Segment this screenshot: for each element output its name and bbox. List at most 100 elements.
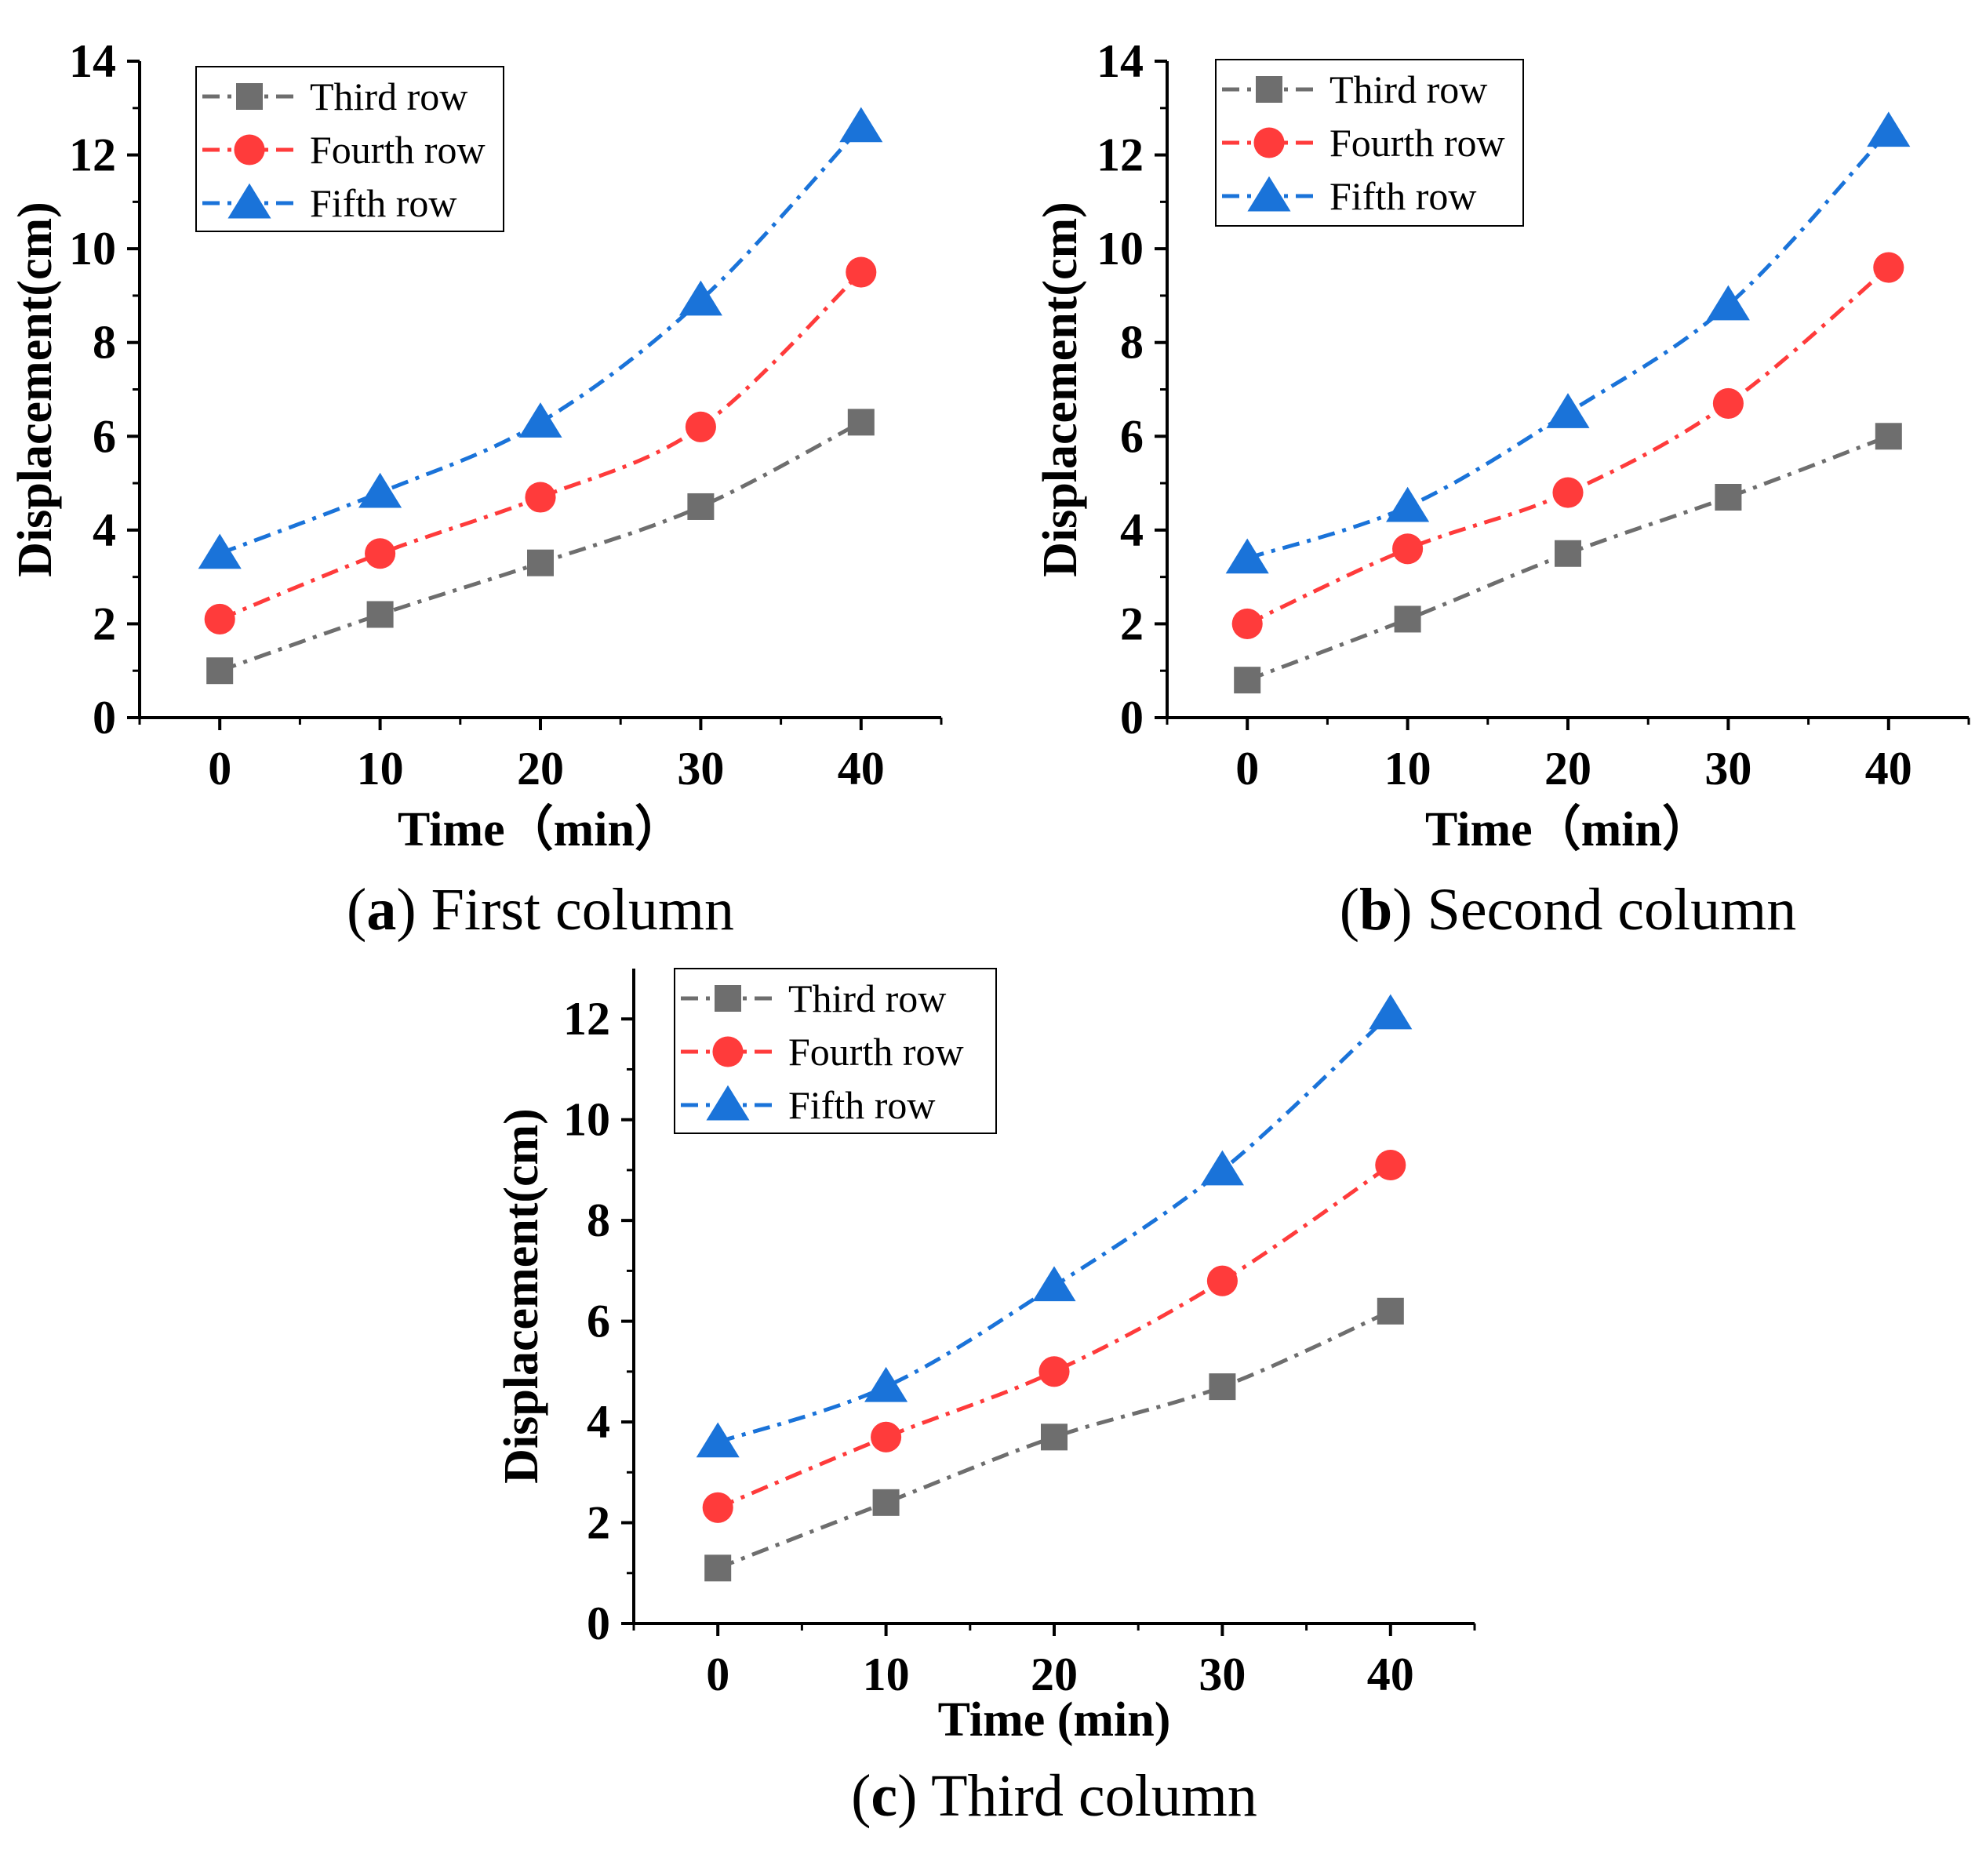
series-third-row — [1234, 423, 1902, 694]
legend-label: Fifth row — [310, 181, 457, 225]
x-tick-label: 30 — [1704, 743, 1751, 794]
data-point — [1394, 605, 1421, 633]
data-point — [1392, 533, 1424, 565]
data-point — [527, 549, 554, 576]
data-point — [1041, 1423, 1068, 1451]
legend-marker — [1256, 76, 1282, 103]
series-fourth-row — [1231, 252, 1904, 639]
x-tick-label: 0 — [1235, 743, 1259, 794]
data-point — [1225, 538, 1269, 574]
y-tick-label: 8 — [587, 1194, 610, 1246]
x-tick-label: 20 — [517, 743, 564, 794]
x-tick-label: 0 — [706, 1649, 729, 1700]
series-fourth-row — [204, 256, 877, 634]
legend-marker — [234, 134, 265, 165]
y-tick-label: 10 — [1097, 223, 1144, 274]
x-tick-label: 40 — [1367, 1649, 1414, 1700]
y-tick-label: 4 — [587, 1396, 610, 1448]
data-point — [206, 657, 234, 685]
data-point — [1234, 667, 1261, 694]
data-point — [1206, 1265, 1238, 1296]
series-line — [717, 1309, 1391, 1570]
y-tick-label: 0 — [587, 1598, 610, 1649]
legend-entry: Fifth row — [681, 1083, 936, 1127]
data-point — [525, 482, 556, 513]
legend-marker — [227, 183, 271, 219]
x-tick-label: 0 — [208, 743, 231, 794]
y-axis-title: Displacement(cm) — [1034, 202, 1087, 577]
legend-marker — [706, 1085, 750, 1121]
y-tick-label: 14 — [69, 35, 116, 87]
y-tick-label: 8 — [1120, 317, 1144, 369]
data-point — [204, 603, 235, 634]
legend: Third row Fourth row Fifth row — [1215, 59, 1524, 227]
legend-marker — [236, 83, 263, 110]
y-tick-label: 4 — [93, 504, 116, 556]
data-point — [871, 1421, 902, 1452]
series-fourth-row — [702, 1149, 1406, 1523]
data-point — [198, 533, 242, 569]
series-third-row — [704, 1297, 1404, 1582]
series-line — [1246, 266, 1890, 626]
y-tick-label: 0 — [93, 692, 116, 743]
data-point — [678, 280, 722, 316]
series-line — [717, 1163, 1392, 1510]
x-tick-label: 10 — [863, 1649, 910, 1700]
caption-text: Third column — [931, 1763, 1257, 1829]
y-tick-label: 6 — [93, 410, 116, 462]
y-tick-label: 8 — [93, 317, 116, 369]
x-tick-label: 20 — [1031, 1649, 1078, 1700]
series-third-row — [206, 409, 875, 685]
y-tick-label: 10 — [69, 223, 116, 274]
legend-marker — [1247, 176, 1291, 212]
legend-label: Third row — [1329, 67, 1487, 111]
y-tick-label: 12 — [563, 993, 610, 1045]
legend-marker — [712, 1036, 744, 1067]
series-fifth-row — [198, 107, 883, 569]
legend-label: Fifth row — [788, 1083, 936, 1127]
legend-label: Fourth row — [788, 1030, 964, 1074]
data-point — [1369, 994, 1413, 1030]
data-point — [1038, 1356, 1070, 1387]
y-tick-label: 12 — [69, 129, 116, 181]
y-tick-label: 6 — [587, 1296, 610, 1347]
x-axis-title: Time（min） — [1425, 802, 1711, 856]
data-point — [702, 1492, 733, 1523]
data-point — [1546, 393, 1590, 428]
legend-marker — [715, 985, 741, 1012]
y-tick-label: 4 — [1120, 504, 1144, 556]
legend-entry: Fourth row — [1222, 121, 1505, 165]
x-axis-title: Time (min) — [938, 1693, 1171, 1747]
data-point — [1715, 484, 1742, 511]
x-tick-label: 40 — [1865, 743, 1912, 794]
x-tick-label: 10 — [357, 743, 404, 794]
chart-b: 0 2 4 6 8 10 12 14 0 10 20 30 40 Time（min） Displacemen… — [1034, 35, 1970, 943]
series-line — [219, 420, 862, 673]
caption-letter: c — [871, 1763, 897, 1829]
data-point — [1875, 423, 1902, 450]
series-fifth-row — [696, 994, 1413, 1458]
data-point — [358, 472, 402, 508]
legend-label: Third row — [788, 976, 946, 1020]
data-point — [1200, 1150, 1244, 1186]
data-point — [864, 1366, 908, 1402]
data-point — [1377, 1297, 1404, 1325]
chart-a: 0 2 4 6 8 10 12 14 0 10 20 30 40 Time（min） Displacemen… — [9, 35, 943, 943]
caption: (c) Third column — [851, 1763, 1257, 1829]
y-tick-label: 0 — [1120, 692, 1144, 743]
legend-entry: Fifth row — [202, 181, 457, 225]
caption-letter: b — [1359, 877, 1392, 943]
caption-text: Second column — [1428, 877, 1797, 943]
y-tick-label: 2 — [1120, 598, 1144, 649]
data-point — [518, 402, 562, 438]
y-tick-label: 2 — [93, 598, 116, 649]
data-point — [839, 107, 883, 143]
x-tick-label: 30 — [677, 743, 724, 794]
caption-text: First column — [431, 877, 734, 943]
legend: Third row Fourth row Fifth row — [195, 66, 504, 232]
legend-marker — [1253, 127, 1285, 158]
data-point — [872, 1489, 900, 1516]
legend-entry: Fourth row — [202, 128, 486, 172]
legend-label: Fifth row — [1329, 174, 1477, 218]
caption-letter: a — [366, 877, 396, 943]
